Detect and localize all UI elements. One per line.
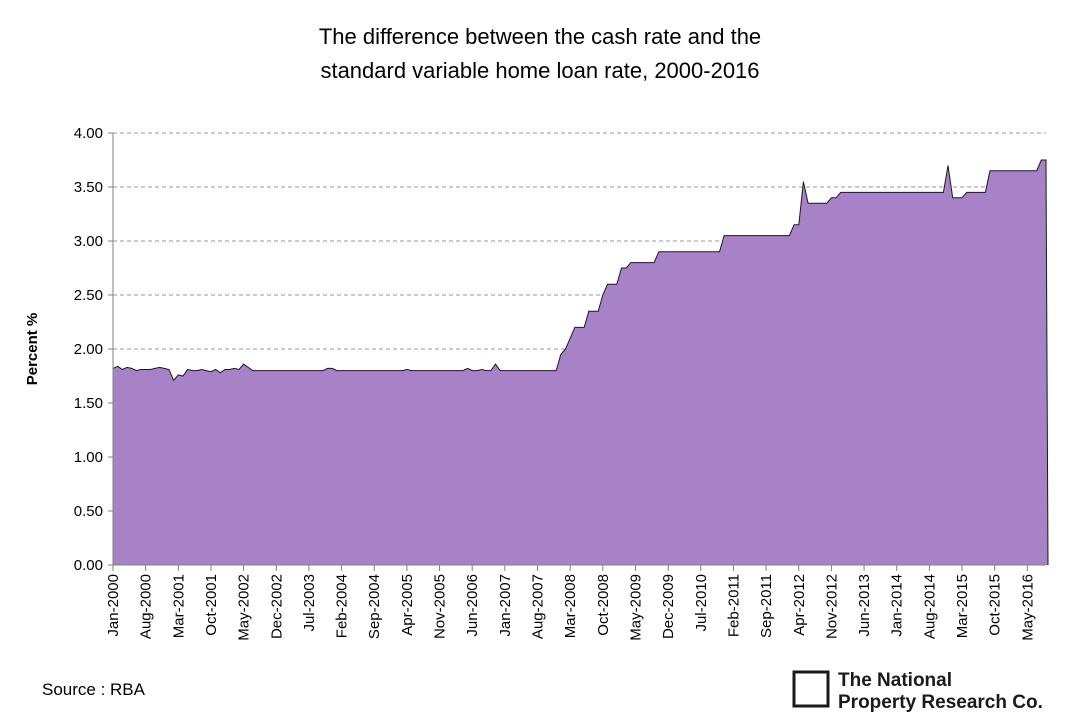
x-tick-label: Jul-2010 [693, 574, 710, 632]
chart-title-line-1: The difference between the cash rate and… [319, 24, 761, 49]
y-tick-label: 1.50 [74, 395, 103, 412]
x-tick-label: May-2009 [628, 574, 645, 641]
y-tick-label: 2.50 [74, 287, 103, 304]
y-tick-labels: 0.00 0.50 1.00 1.50 2.00 2.50 3.00 3.50 4.00 [74, 125, 103, 574]
logo: The National Property Research Co. [792, 670, 1043, 713]
x-tick-label: Mar-2008 [562, 574, 579, 638]
square-frame-icon [792, 670, 830, 708]
x-tick-label: Jan-2014 [889, 574, 906, 637]
x-tick-label: Aug-2014 [921, 574, 938, 639]
x-tick-label: Feb-2011 [725, 574, 742, 637]
y-tick-label: 2.00 [74, 341, 103, 358]
x-tick-label: Mar-2001 [170, 574, 187, 638]
x-tick-label: Jan-2007 [497, 574, 514, 637]
x-tick-label: May-2016 [1019, 574, 1036, 641]
y-tick-label: 0.00 [74, 557, 103, 574]
x-tick-label: Nov-2012 [823, 574, 840, 639]
y-tick-label: 0.50 [74, 503, 103, 520]
x-tick-label: May-2002 [236, 574, 253, 641]
y-tick-label: 4.00 [74, 125, 103, 142]
x-tick-label: Oct-2001 [203, 574, 220, 636]
x-tick-label: Sep-2011 [758, 574, 775, 638]
x-tick-label: Aug-2007 [530, 574, 547, 639]
series-line [112, 159, 1049, 566]
x-tick-label: Mar-2015 [954, 574, 971, 638]
x-tick-label: Dec-2002 [268, 574, 285, 639]
x-tick-label: Jan-2000 [105, 574, 122, 637]
axes [108, 132, 1046, 571]
x-tick-label: Nov-2005 [432, 574, 449, 639]
x-tick-label: Jun-2006 [464, 574, 481, 637]
logo-line-2: Property Research Co. [838, 692, 1043, 713]
y-tick-label: 1.00 [74, 449, 103, 466]
x-tick-label: Apr-2012 [791, 574, 808, 636]
x-tick-label: Aug-2000 [138, 574, 155, 639]
x-tick-label: Feb-2004 [334, 574, 351, 638]
x-tick-label: Jul-2003 [301, 574, 318, 632]
x-tick-label: Oct-2008 [595, 574, 612, 636]
x-tick-label: Apr-2005 [399, 574, 416, 636]
x-tick-label: Oct-2015 [987, 574, 1004, 636]
y-tick-label: 3.50 [74, 179, 103, 196]
area-fill [113, 160, 1048, 565]
x-tick-labels: Jan-2000 Aug-2000 Mar-2001 Oct-2001 May-2002… [105, 574, 1036, 641]
y-axis-label: Percent % [24, 313, 41, 386]
source-note: Source : RBA [42, 680, 146, 699]
plot-area [112, 159, 1049, 566]
x-tick-label: Jun-2013 [856, 574, 873, 637]
chart-title-line-2: standard variable home loan rate, 2000-2… [320, 58, 759, 83]
logo-line-1: The National [838, 670, 952, 691]
x-tick-label: Sep-2004 [366, 574, 383, 639]
x-tick-label: Dec-2009 [660, 574, 677, 639]
y-tick-label: 3.00 [74, 233, 103, 250]
